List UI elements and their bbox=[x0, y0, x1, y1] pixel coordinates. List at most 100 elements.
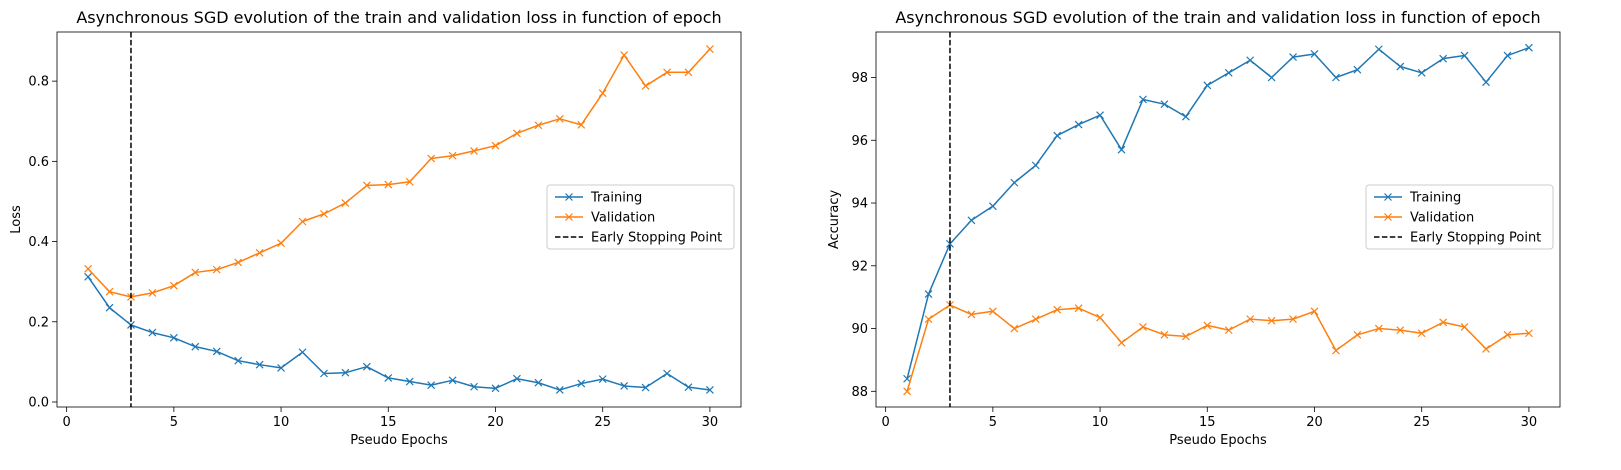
data-point-training bbox=[427, 381, 436, 390]
data-point-training bbox=[1417, 68, 1426, 77]
data-point-validation bbox=[988, 307, 997, 316]
data-point-training bbox=[684, 383, 693, 392]
series-line-validation bbox=[87, 48, 711, 298]
data-point-validation bbox=[1310, 307, 1319, 316]
data-point-training bbox=[1353, 65, 1362, 74]
data-point-training bbox=[1224, 68, 1233, 77]
data-point-training bbox=[663, 369, 671, 378]
data-point-training bbox=[298, 348, 307, 357]
legend-item-training-label: Training bbox=[590, 191, 642, 206]
data-point-validation bbox=[663, 68, 671, 77]
data-point-validation bbox=[1524, 329, 1533, 338]
data-point-training bbox=[1374, 45, 1383, 54]
data-point-training bbox=[1267, 73, 1276, 82]
x-tick-label: 10 bbox=[273, 415, 290, 430]
data-point-validation bbox=[1246, 315, 1255, 324]
x-tick-label: 15 bbox=[380, 415, 397, 430]
data-point-validation bbox=[620, 51, 629, 59]
data-point-training bbox=[277, 363, 285, 372]
data-point-validation bbox=[534, 121, 543, 130]
data-point-training bbox=[924, 290, 933, 298]
data-point-training bbox=[1310, 50, 1319, 58]
data-point-validation bbox=[1074, 304, 1083, 313]
data-point-validation bbox=[169, 281, 178, 290]
data-point-validation bbox=[234, 258, 243, 267]
data-point-validation bbox=[1374, 324, 1383, 333]
x-tick-label: 15 bbox=[1199, 415, 1216, 430]
data-point-training bbox=[1439, 54, 1448, 63]
data-point-validation bbox=[362, 181, 371, 190]
legend: Training Validation Early Stopping Point bbox=[1365, 184, 1554, 250]
data-point-validation bbox=[1031, 315, 1040, 324]
data-point-validation bbox=[212, 265, 221, 274]
data-point-validation bbox=[705, 45, 714, 53]
legend-item-validation-marker bbox=[565, 213, 573, 221]
data-point-training bbox=[1460, 51, 1469, 60]
plot-frame bbox=[56, 31, 742, 408]
plot-frame bbox=[875, 31, 1561, 408]
data-point-training bbox=[234, 356, 243, 365]
legend-item-early-stopping-label: Early Stopping Point bbox=[1410, 231, 1541, 246]
legend-item-validation-label: Validation bbox=[591, 211, 655, 226]
y-tick-label: 88 bbox=[851, 385, 868, 400]
data-point-training bbox=[341, 368, 350, 377]
data-point-validation bbox=[405, 177, 414, 186]
data-point-validation bbox=[555, 114, 564, 123]
data-point-training bbox=[191, 342, 200, 351]
data-point-validation bbox=[1353, 330, 1362, 339]
data-point-training bbox=[967, 216, 976, 225]
accuracy-chart: Asynchronous SGD evolution of the train … bbox=[827, 8, 1561, 448]
data-point-training bbox=[1503, 51, 1512, 60]
data-point-training bbox=[1289, 53, 1297, 62]
x-tick-label: 30 bbox=[1521, 415, 1538, 430]
chart-title: Asynchronous SGD evolution of the train … bbox=[895, 8, 1540, 27]
data-point-validation bbox=[577, 120, 586, 129]
data-point-validation bbox=[1267, 316, 1276, 325]
data-point-validation bbox=[255, 248, 264, 257]
data-point-validation bbox=[684, 68, 693, 77]
y-tick-label: 92 bbox=[851, 259, 868, 274]
x-tick-label: 20 bbox=[1306, 415, 1323, 430]
data-point-training bbox=[555, 386, 564, 394]
y-axis-label: Accuracy bbox=[827, 190, 842, 250]
data-point-validation bbox=[1482, 345, 1490, 353]
data-point-validation bbox=[384, 180, 393, 189]
data-point-validation bbox=[1289, 315, 1297, 324]
x-tick-label: 0 bbox=[882, 415, 890, 430]
legend-item-validation-marker bbox=[1384, 213, 1392, 221]
y-tick-label: 0.8 bbox=[28, 75, 49, 90]
data-point-training bbox=[362, 362, 371, 371]
legend: Training Validation Early Stopping Point bbox=[546, 184, 735, 250]
data-point-training bbox=[1010, 178, 1019, 187]
data-point-validation bbox=[1010, 324, 1019, 333]
x-tick-label: 25 bbox=[1413, 415, 1430, 430]
data-point-training bbox=[169, 333, 178, 342]
data-point-validation bbox=[641, 82, 650, 90]
data-point-training bbox=[641, 383, 650, 392]
data-point-training bbox=[212, 347, 221, 356]
legend-item-validation-label: Validation bbox=[1410, 211, 1474, 226]
y-tick-label: 0.0 bbox=[28, 395, 49, 410]
data-point-validation bbox=[1396, 326, 1405, 335]
data-point-training bbox=[320, 369, 328, 378]
data-point-training bbox=[405, 377, 414, 386]
y-tick-label: 90 bbox=[851, 322, 868, 337]
loss-chart: Asynchronous SGD evolution of the train … bbox=[9, 8, 742, 448]
x-tick-label: 5 bbox=[170, 415, 178, 430]
x-tick-label: 25 bbox=[594, 415, 611, 430]
data-point-validation bbox=[427, 154, 436, 163]
data-point-training bbox=[598, 375, 607, 384]
x-tick-label: 5 bbox=[989, 415, 997, 430]
x-axis-label: Pseudo Epochs bbox=[350, 433, 448, 448]
data-point-training bbox=[577, 379, 586, 388]
legend-box bbox=[546, 184, 735, 250]
data-point-training bbox=[1246, 56, 1255, 65]
data-point-validation bbox=[1224, 326, 1233, 335]
data-point-validation bbox=[1203, 321, 1212, 330]
data-point-validation bbox=[1460, 323, 1469, 331]
data-point-training bbox=[384, 373, 393, 382]
data-point-training bbox=[255, 360, 264, 369]
y-tick-label: 0.2 bbox=[28, 315, 49, 330]
data-point-training bbox=[1181, 112, 1190, 121]
data-point-validation bbox=[513, 129, 521, 138]
